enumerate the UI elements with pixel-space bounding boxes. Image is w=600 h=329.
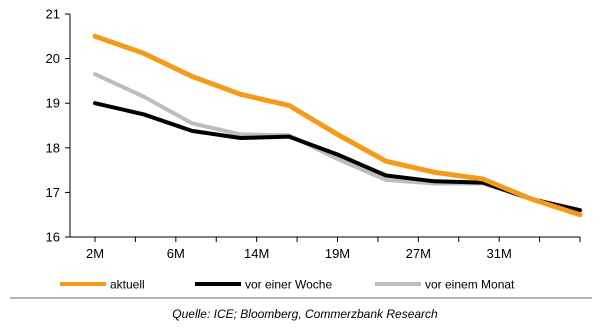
x-tick-label: 14M [244,246,269,261]
series-line [93,72,582,217]
series-line [92,33,583,218]
y-tick-label: 19 [46,96,60,111]
y-tick-label: 17 [46,185,60,200]
x-tick-label: 27M [406,246,431,261]
x-tick-label: 6M [167,246,185,261]
chart-axes: 16 17 18 19 20 21 2M 6M 14M 19M 27M 31M [46,7,581,261]
legend-label: vor einer Woche [245,278,332,292]
x-tick-label: 31M [487,246,512,261]
y-tick-label: 21 [46,7,60,22]
legend-label: vor einem Monat [425,278,515,292]
x-tick-label: 19M [325,246,350,261]
legend: aktuell vor einer Woche vor einem Monat [60,278,515,292]
legend-label: aktuell [110,278,145,292]
y-tick-label: 18 [46,140,60,155]
source-note: Quelle: ICE; Bloomberg, Commerzbank Rese… [172,307,438,321]
y-tick-label: 16 [46,230,60,245]
y-tick-label: 20 [46,51,60,66]
chart-series [92,33,583,218]
x-tick-label: 2M [86,246,104,261]
